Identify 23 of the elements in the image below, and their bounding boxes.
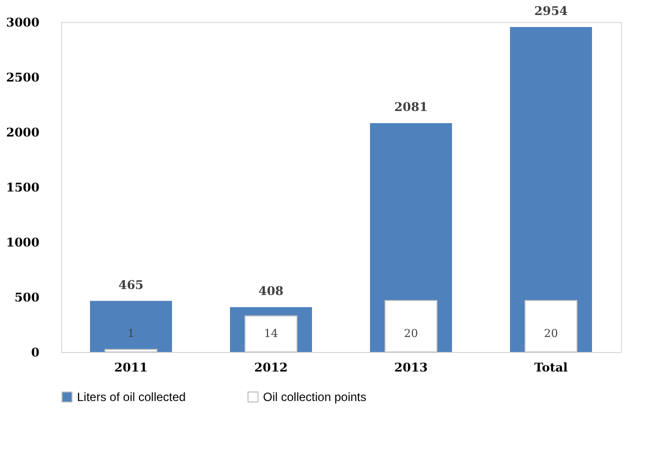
y-tick-label: 2000 — [6, 126, 40, 140]
y-tick-label: 3000 — [6, 16, 40, 30]
x-tick-label: 2011 — [114, 360, 148, 374]
y-tick-label: 1500 — [6, 180, 40, 194]
x-tick-label: Total — [534, 360, 568, 374]
y-tick-label: 1000 — [6, 236, 40, 250]
data-label: 14 — [264, 327, 278, 340]
legend-label: Liters of oil collected — [77, 390, 186, 404]
y-tick-label: 500 — [14, 290, 40, 304]
bar — [90, 300, 172, 352]
y-tick-label: 2500 — [6, 70, 40, 84]
data-label: 408 — [258, 284, 284, 298]
data-label: 1 — [128, 327, 134, 340]
x-tick-label: 2012 — [254, 360, 288, 374]
x-tick-label: 2013 — [394, 360, 428, 374]
data-label: 2954 — [534, 4, 568, 18]
y-tick-label: 0 — [31, 346, 40, 360]
legend-label: Oil collection points — [263, 390, 366, 404]
data-label: 20 — [404, 327, 418, 340]
data-label: 2081 — [394, 100, 428, 114]
data-label: 20 — [544, 327, 558, 340]
data-label: 465 — [118, 278, 144, 292]
bar — [510, 27, 592, 352]
